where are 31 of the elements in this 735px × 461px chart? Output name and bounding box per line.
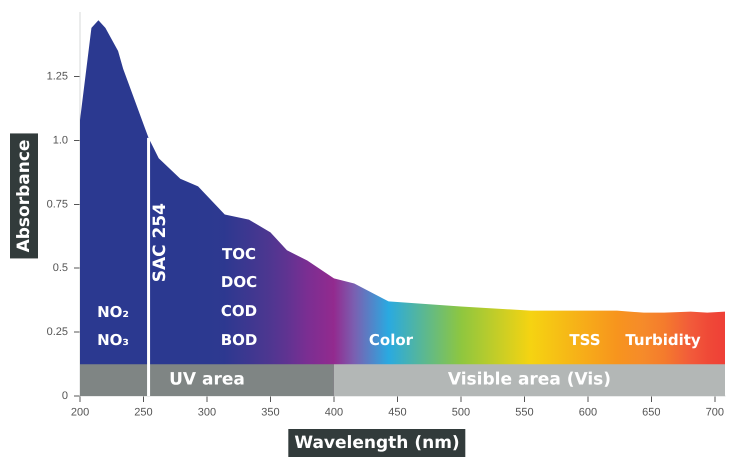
x-tick-label: 550 bbox=[515, 406, 534, 419]
x-tick-label: 450 bbox=[388, 406, 407, 419]
x-tick-label: 200 bbox=[70, 406, 90, 419]
annotation: Color bbox=[368, 330, 414, 349]
annotation: DOC bbox=[220, 272, 258, 291]
x-axis-title: Wavelength (nm) bbox=[288, 429, 466, 457]
annotation: TOC bbox=[222, 244, 256, 263]
annotation: NO₂ bbox=[97, 302, 129, 321]
y-tick-label: 1.0 bbox=[52, 134, 68, 146]
y-tick-label: 0.75 bbox=[46, 198, 68, 210]
band-label: UV area bbox=[169, 370, 245, 390]
x-tick-label: 250 bbox=[134, 406, 153, 419]
ref-line-label: SAC 254 bbox=[150, 202, 170, 282]
y-tick-label: 0.5 bbox=[52, 262, 68, 274]
y-tick-label: 1.25 bbox=[46, 70, 68, 83]
annotation: NO₃ bbox=[97, 330, 129, 349]
x-tick-label: 400 bbox=[324, 406, 344, 419]
x-tick-label: 600 bbox=[578, 406, 598, 419]
annotation: BOD bbox=[220, 330, 258, 349]
annotation: COD bbox=[220, 302, 258, 320]
x-tick-label: 300 bbox=[198, 406, 216, 419]
x-tick-label: 650 bbox=[642, 406, 661, 419]
annotation: Turbidity bbox=[625, 330, 701, 349]
x-tick-label: 350 bbox=[261, 406, 280, 419]
x-tick-label: 500 bbox=[452, 406, 470, 419]
x-tick-label: 700 bbox=[706, 406, 724, 419]
y-axis-title: Absorbance bbox=[10, 134, 38, 258]
y-tick-label: 0 bbox=[62, 390, 68, 402]
band-label: Visible area (Vis) bbox=[448, 370, 612, 390]
y-tick-label: 0.25 bbox=[46, 326, 68, 338]
annotation: TSS bbox=[569, 330, 601, 349]
